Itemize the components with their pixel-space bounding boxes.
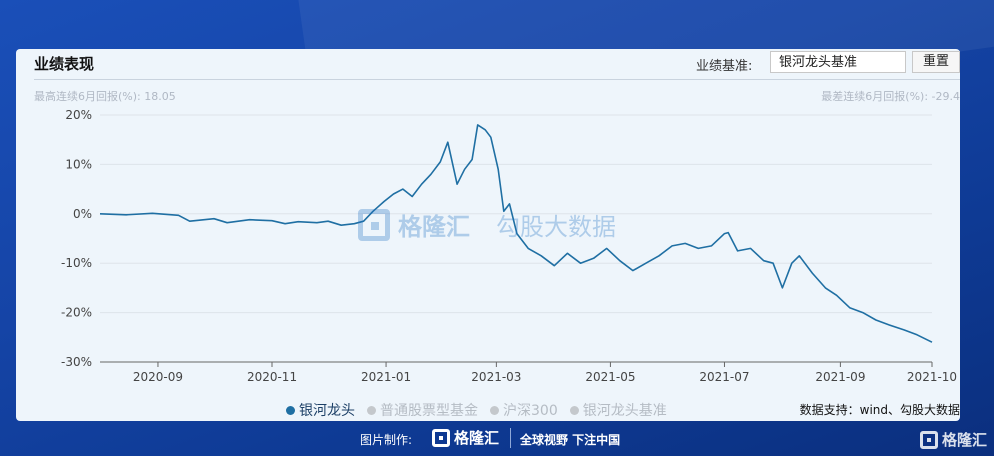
series-group: [99, 124, 933, 343]
performance-panel: 业绩表现 业绩基准: 银河龙头基准 重置 最高连续6月回报(%): 18.05 …: [16, 49, 960, 421]
x-tick-label: 2021-03: [471, 370, 521, 384]
brand-logo-icon: [920, 430, 938, 449]
y-tick-label: 10%: [65, 157, 92, 171]
y-tick-label: -20%: [61, 306, 92, 320]
x-tick-label: 2021-09: [815, 370, 865, 384]
y-tick-label: 0%: [73, 207, 92, 221]
footer-logo-right: 格隆汇: [920, 429, 987, 450]
watermark: 格隆汇 勾股大数据: [358, 207, 616, 242]
footer-made-by: 图片制作:: [360, 433, 413, 447]
x-tick-label: 2020-11: [247, 370, 297, 384]
footer-slogan: 全球视野 下注中国: [520, 433, 621, 447]
footer-logo-text: 格隆汇: [454, 429, 500, 447]
legend-label: 银河龙头: [299, 403, 355, 419]
legend-dot-icon: [490, 405, 499, 415]
y-tick-label: -10%: [61, 256, 92, 270]
legend-item[interactable]: 普通股票型基金: [367, 400, 478, 420]
watermark-brand2: 勾股大数据: [496, 213, 616, 241]
y-axis-ticks: 20% 10% 0% -10% -20% -30%: [61, 108, 92, 369]
x-axis-ticks: 2020-09 2020-11 2021-01 2021-03 2021-05 2021-…: [133, 362, 957, 384]
best-6m-return: 最高连续6月回报(%): 18.05: [34, 90, 176, 103]
worst-6m-return: 最差连续6月回报(%): -29.4: [821, 90, 960, 103]
reset-button[interactable]: 重置: [912, 51, 960, 73]
brand-logo-icon: [432, 428, 450, 447]
footer-divider: [510, 428, 511, 448]
panel-title: 业绩表现: [34, 55, 95, 73]
benchmark-label: 业绩基准:: [696, 59, 753, 74]
header-divider: [34, 79, 960, 80]
grid-lines: [100, 114, 932, 314]
legend-dot-icon: [367, 405, 376, 415]
footer-logo: 格隆汇: [432, 427, 499, 448]
x-tick-label: 2021-01: [361, 370, 411, 384]
x-tick-label: 2021-07: [699, 370, 749, 384]
legend-item[interactable]: 银河龙头基准: [569, 400, 667, 420]
y-tick-label: 20%: [65, 108, 92, 122]
series-line-yinhe: [99, 124, 933, 343]
x-tick-label: 2020-09: [133, 370, 183, 384]
x-tick-label: 2021-10: [907, 370, 957, 384]
brand-logo-icon: [358, 208, 390, 241]
legend-item[interactable]: 银河龙头: [286, 400, 355, 420]
legend-label: 普通股票型基金: [380, 403, 478, 419]
benchmark-select[interactable]: 银河龙头基准: [770, 51, 906, 73]
legend-label: 银河龙头基准: [582, 403, 667, 419]
footer-logo-right-text: 格隆汇: [942, 431, 988, 449]
legend-dot-icon: [286, 405, 295, 415]
legend-dot-icon: [569, 405, 579, 415]
line-chart: 20% 10% 0% -10% -20% -30% 2020-09 2020-11 2021-…: [61, 108, 957, 384]
x-tick-label: 2021-05: [585, 370, 635, 384]
legend-label: 沪深300: [503, 403, 558, 419]
watermark-brand: 格隆汇: [398, 213, 470, 241]
legend-item[interactable]: 沪深300: [490, 400, 558, 420]
chart-legend: 银河龙头 普通股票型基金 沪深300 银河龙头基准: [286, 400, 667, 420]
data-source: 数据支持：wind、勾股大数据: [799, 403, 960, 417]
footer-bar: 图片制作: 格隆汇 全球视野 下注中国 格隆汇: [0, 425, 994, 456]
y-tick-label: -30%: [61, 355, 92, 369]
